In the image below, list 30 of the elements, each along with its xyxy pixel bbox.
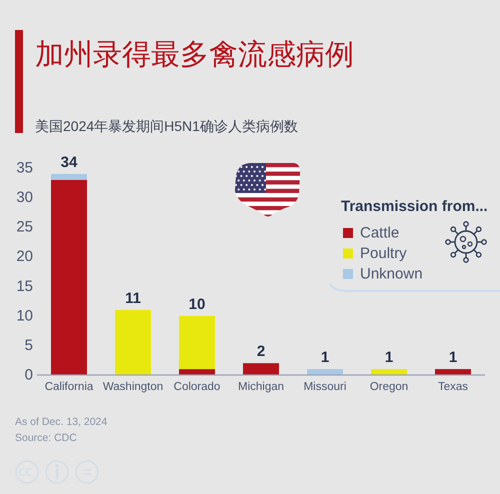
total-label: 1 bbox=[384, 349, 394, 366]
legend-title: Transmission from... bbox=[341, 198, 488, 215]
y-tick-label: 15 bbox=[16, 278, 33, 295]
total-label: 2 bbox=[256, 343, 266, 360]
legend-label: Unknown bbox=[360, 266, 423, 282]
y-tick-label: 0 bbox=[24, 366, 33, 384]
total-label: 1 bbox=[320, 349, 330, 366]
legend-label: Cattle bbox=[360, 224, 400, 242]
y-tick-label: 35 bbox=[16, 160, 33, 176]
text: As of Dec. 13, 2024 bbox=[15, 416, 108, 428]
total-label: 11 bbox=[125, 290, 141, 307]
x-tick-label: Oregon bbox=[370, 381, 408, 393]
y-tick-label: 10 bbox=[16, 307, 33, 324]
y-tick-label: 5 bbox=[24, 336, 33, 354]
legend-label: Poultry bbox=[360, 245, 408, 262]
total-label: 1 bbox=[448, 349, 458, 366]
y-tick-label: 30 bbox=[16, 189, 33, 206]
total-label: 10 bbox=[188, 296, 206, 313]
x-tick-label: California bbox=[44, 381, 94, 393]
source-note: Source: CDC bbox=[15, 432, 78, 444]
y-tick-label: 25 bbox=[16, 218, 33, 236]
x-tick-label: Washington bbox=[102, 381, 164, 393]
chart-title: 加州录得最多禽流感病例 bbox=[35, 39, 354, 71]
x-tick-label: Colorado bbox=[174, 381, 220, 393]
total-label: 34 bbox=[60, 154, 78, 171]
x-tick-label: Michigan bbox=[238, 381, 284, 393]
x-tick-label: Texas bbox=[438, 381, 468, 393]
y-tick-label: 20 bbox=[16, 248, 33, 266]
chart-subtitle: 美国2024年暴发期间H5N1确诊人类病例数 bbox=[35, 118, 298, 134]
x-tick-label: Missouri bbox=[304, 381, 346, 393]
